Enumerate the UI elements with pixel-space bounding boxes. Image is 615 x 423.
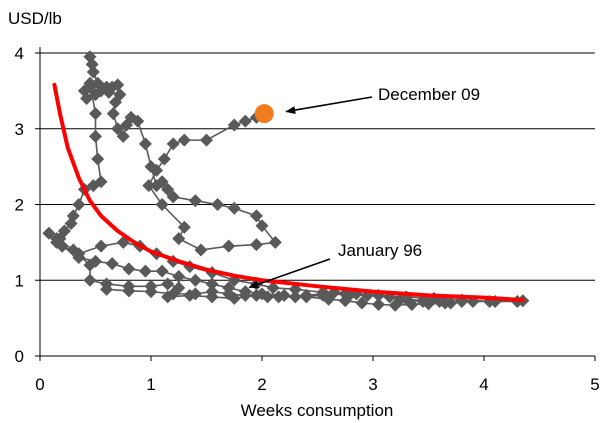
y-tick-label-2: 2 xyxy=(15,196,24,215)
data-point xyxy=(83,258,97,272)
x-tick-label-2: 2 xyxy=(257,375,266,394)
data-point xyxy=(116,129,130,143)
x-axis-title: Weeks consumption xyxy=(241,401,394,420)
data-point xyxy=(338,294,352,308)
series-6 xyxy=(254,104,274,124)
x-tick-label-1: 1 xyxy=(146,375,155,394)
data-point xyxy=(238,288,252,302)
data-point xyxy=(72,198,86,211)
axes xyxy=(35,47,596,361)
data-point xyxy=(227,118,241,132)
trend-curve xyxy=(52,82,525,302)
data-point xyxy=(266,281,280,295)
data-point xyxy=(138,137,152,151)
data-point xyxy=(91,152,105,166)
data-point xyxy=(155,264,169,278)
data-point xyxy=(64,216,78,230)
data-point xyxy=(122,284,136,298)
data-point xyxy=(89,107,102,121)
data-point xyxy=(72,251,86,265)
data-point xyxy=(83,273,97,287)
data-point xyxy=(108,95,122,109)
data-point xyxy=(50,232,64,246)
data-point xyxy=(222,239,236,253)
data-point xyxy=(238,114,252,128)
data-point xyxy=(166,190,180,204)
data-point xyxy=(177,133,191,147)
arrow-january-96 xyxy=(248,258,331,289)
y-tick-label-1: 1 xyxy=(15,271,24,290)
series-0 xyxy=(77,50,282,257)
data-point xyxy=(89,129,102,143)
data-point xyxy=(194,243,208,257)
data-point xyxy=(111,78,125,92)
data-point xyxy=(188,273,202,287)
data-point xyxy=(131,114,145,128)
data-point xyxy=(200,133,213,147)
data-point xyxy=(157,152,171,166)
data-point xyxy=(205,277,219,291)
data-point xyxy=(166,287,180,301)
data-point xyxy=(161,182,175,196)
data-point xyxy=(138,264,152,278)
data-point xyxy=(316,288,330,302)
y-tick-label-4: 4 xyxy=(15,44,24,63)
data-point xyxy=(205,285,219,299)
gridlines xyxy=(40,52,595,281)
data-point xyxy=(288,290,302,304)
data-point xyxy=(299,288,313,302)
data-point xyxy=(86,65,100,79)
data-point xyxy=(172,269,186,283)
data-point xyxy=(249,238,263,252)
data-point xyxy=(255,219,269,233)
data-point xyxy=(66,243,80,257)
data-point xyxy=(433,294,447,308)
data-point xyxy=(83,76,97,90)
data-point xyxy=(106,107,120,121)
y-axis-title: USD/lb xyxy=(8,9,62,28)
y-tick-label-0: 0 xyxy=(15,347,24,366)
series-5 xyxy=(52,82,525,302)
x-tick-label-5: 5 xyxy=(590,375,599,394)
data-point xyxy=(211,198,225,211)
data-point xyxy=(227,201,241,215)
data-point xyxy=(161,277,175,291)
tick-labels: 0 1 2 3 4 5 0 1 2 3 4 xyxy=(15,44,600,394)
data-point xyxy=(105,257,119,271)
data-point xyxy=(55,239,69,253)
data-point xyxy=(188,194,202,208)
data-point xyxy=(94,239,108,253)
data-point xyxy=(166,137,180,151)
data-point xyxy=(355,296,369,310)
x-tick-label-4: 4 xyxy=(479,375,488,394)
x-tick-label-0: 0 xyxy=(35,375,44,394)
data-point xyxy=(155,198,169,211)
annotations: December 09 January 96 xyxy=(248,85,480,289)
data-point xyxy=(268,235,282,249)
data-point xyxy=(249,209,263,223)
data-series xyxy=(42,50,530,312)
data-point xyxy=(122,262,136,276)
arrow-december-09 xyxy=(285,96,373,115)
annotation-january-96: January 96 xyxy=(338,241,422,260)
data-point xyxy=(222,287,236,301)
data-point xyxy=(150,163,164,177)
data-point xyxy=(144,285,158,299)
data-point xyxy=(155,175,169,189)
data-point xyxy=(42,226,56,240)
data-point xyxy=(100,282,114,296)
data-point xyxy=(142,179,156,193)
data-point xyxy=(177,220,191,234)
highlight-point xyxy=(254,104,274,124)
data-point xyxy=(372,297,386,311)
annotation-december-09: December 09 xyxy=(378,85,480,104)
data-point xyxy=(188,287,202,301)
x-tick-label-3: 3 xyxy=(368,375,377,394)
data-point xyxy=(261,290,275,304)
data-point xyxy=(172,232,186,246)
data-point xyxy=(416,294,430,308)
y-tick-label-3: 3 xyxy=(15,120,24,139)
